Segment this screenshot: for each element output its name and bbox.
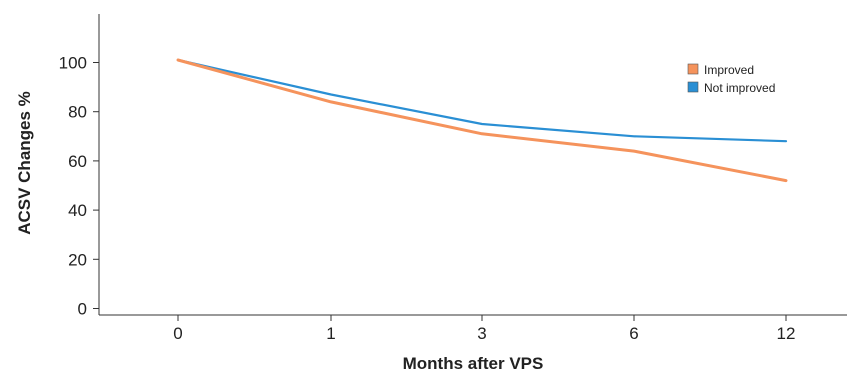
x-tick-label: 12 <box>777 324 796 343</box>
y-axis-ticks: 0 20 40 60 80 100 <box>59 54 99 319</box>
x-tick-label: 3 <box>477 324 486 343</box>
y-axis-title: ACSV Changes % <box>15 91 34 235</box>
y-tick-label: 0 <box>78 300 87 319</box>
x-tick-label: 1 <box>326 324 335 343</box>
x-tick-label: 0 <box>173 324 182 343</box>
series-line-not-improved <box>176 58 788 143</box>
x-axis-title: Months after VPS <box>403 354 544 373</box>
legend-label: Improved <box>704 63 754 77</box>
x-tick-label: 6 <box>629 324 638 343</box>
legend-label: Not improved <box>704 81 775 95</box>
y-tick-label: 20 <box>68 250 87 269</box>
series-line-improved <box>176 58 788 183</box>
y-tick-label: 40 <box>68 201 87 220</box>
y-tick-label: 60 <box>68 152 87 171</box>
legend: Improved Not improved <box>687 63 775 95</box>
legend-swatch <box>687 81 699 93</box>
series-lines <box>176 58 788 183</box>
x-axis-ticks: 0 1 3 6 12 <box>173 315 795 343</box>
y-tick-label: 80 <box>68 103 87 122</box>
legend-swatch <box>687 63 699 75</box>
y-tick-label: 100 <box>59 54 87 73</box>
plot-frame <box>98 14 847 316</box>
